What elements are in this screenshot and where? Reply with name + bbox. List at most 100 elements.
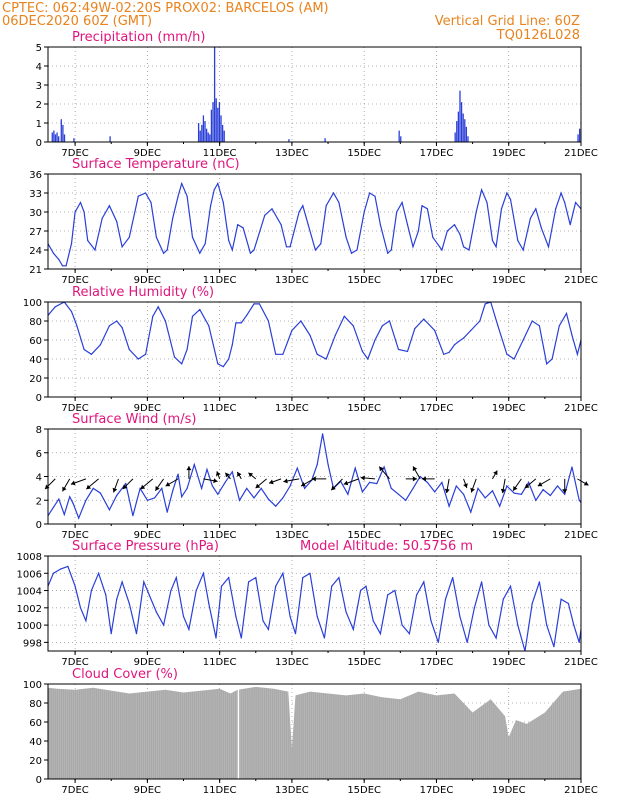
pres-point-51 <box>387 594 389 596</box>
pres-ytick-label-1: 1000 <box>17 621 42 632</box>
pres-xtick-label-2: 11DEC <box>203 657 237 668</box>
temp-point-87 <box>540 227 542 229</box>
wind-point-54 <box>405 499 407 501</box>
pres-point-77 <box>573 624 575 626</box>
wind-point-59 <box>441 481 443 483</box>
wind-series <box>48 433 581 520</box>
precip-bar-6-0 <box>324 138 326 142</box>
rh-point-67 <box>538 325 541 327</box>
wind-arrow-2 <box>70 478 87 486</box>
temp-point-61 <box>396 211 398 213</box>
rh-xtick-label-5: 17DEC <box>420 403 454 414</box>
precip-bar-1-2 <box>63 134 66 142</box>
cloud-frame <box>47 683 582 780</box>
temp-point-24 <box>181 182 183 185</box>
pres-point-12 <box>121 581 123 583</box>
wind-xtick-label-4: 15DEC <box>347 530 381 541</box>
wind-xtick-label-6: 19DEC <box>492 530 526 541</box>
wind-point-22 <box>186 487 188 489</box>
pres-point-35 <box>275 585 277 587</box>
precip-bar-1-0 <box>60 119 62 142</box>
temp-point-57 <box>374 195 376 197</box>
pres-point-60 <box>452 577 454 579</box>
temp-point-79 <box>495 246 497 248</box>
wind-point-66 <box>491 490 494 492</box>
precip-bar-4-5 <box>205 128 208 142</box>
wind-arrow-head <box>311 476 316 482</box>
wind-arrow-head <box>213 478 218 484</box>
wind-point-30 <box>238 499 241 501</box>
rh-point-10 <box>121 327 123 329</box>
temp-point-10 <box>94 249 96 251</box>
pres-point-73 <box>546 624 548 626</box>
temp-point-42 <box>285 246 288 248</box>
temp-point-12 <box>108 205 110 207</box>
rh-point-49 <box>406 350 409 352</box>
pres-point-74 <box>553 646 555 648</box>
wind-point-71 <box>528 481 530 483</box>
rh-title: Relative Humidity (%) <box>72 285 214 300</box>
pres-point-47 <box>360 589 362 592</box>
pres-point-59 <box>444 598 447 600</box>
wind-arrow-7 <box>154 478 165 491</box>
wind-arrow-head <box>225 472 230 478</box>
rh-point-46 <box>381 325 383 327</box>
wind-arrow-35 <box>562 478 568 494</box>
wind-arrow-head <box>500 488 506 494</box>
temp-point-5 <box>70 243 73 245</box>
rh-point-71 <box>565 312 568 314</box>
cloud-xtick-label-4: 15DEC <box>347 785 381 796</box>
rh-frame <box>47 301 582 398</box>
rh-point-65 <box>522 339 524 341</box>
pres-point-14 <box>135 633 138 635</box>
temp-point-91 <box>564 201 566 204</box>
wind-arrow-head <box>412 476 417 482</box>
temp-ytick-label-1: 24 <box>29 246 42 257</box>
rh-point-9 <box>116 320 118 322</box>
rh-point-30 <box>253 303 255 305</box>
wind-point-56 <box>419 475 421 478</box>
temp-point-78 <box>491 239 494 242</box>
precip-bar-0-4 <box>58 136 60 142</box>
rh-point-59 <box>479 320 481 322</box>
temp-point-25 <box>186 195 188 197</box>
pres-point-55 <box>416 594 418 596</box>
rh-point-45 <box>374 339 376 341</box>
wind-point-35 <box>275 505 277 507</box>
wind-point-33 <box>260 487 262 489</box>
cloud-title: Cloud Cover (%) <box>72 667 178 682</box>
wind-point-61 <box>455 485 457 487</box>
pres-point-9 <box>105 594 107 596</box>
cloud-xtick-label-1: 9DEC <box>134 785 161 796</box>
temp-point-89 <box>555 208 557 210</box>
precip-bar-4-1 <box>199 130 201 142</box>
pres-point-71 <box>531 602 533 605</box>
rh-point-68 <box>546 363 548 365</box>
wind-arrow-head <box>86 484 91 490</box>
pres-point-18 <box>163 624 165 626</box>
cloud-ytick-label-1: 20 <box>29 756 42 767</box>
precip-bar-4-13 <box>218 102 221 142</box>
wind-point-37 <box>289 485 291 487</box>
rh-point-33 <box>275 353 277 355</box>
wind-arrow-head <box>343 480 349 486</box>
wind-ytick-label-0: 0 <box>36 520 42 531</box>
pres-point-25 <box>208 602 210 605</box>
wind-arrow-21 <box>343 478 359 486</box>
precip-bar-4-9 <box>212 102 214 142</box>
wind-point-51 <box>383 466 385 468</box>
pres-point-58 <box>437 641 439 644</box>
wind-point-64 <box>477 487 479 489</box>
wind-arrow-25 <box>412 466 421 480</box>
rh-xtick-label-4: 15DEC <box>347 403 381 414</box>
rh-point-8 <box>108 325 110 327</box>
temp-point-45 <box>302 205 304 207</box>
rh-panel: 0 20 40 60 80 100 7DEC 9DEC 11DEC 13DEC 15DEC 17DEC… <box>23 298 598 414</box>
precip-bar-4-16 <box>223 130 225 142</box>
precip-ytick-label-3: 3 <box>36 81 42 92</box>
pres-point-6 <box>85 620 87 622</box>
rh-point-1 <box>54 306 56 308</box>
wind-arrow-head <box>513 486 518 491</box>
temp-point-50 <box>332 192 335 194</box>
